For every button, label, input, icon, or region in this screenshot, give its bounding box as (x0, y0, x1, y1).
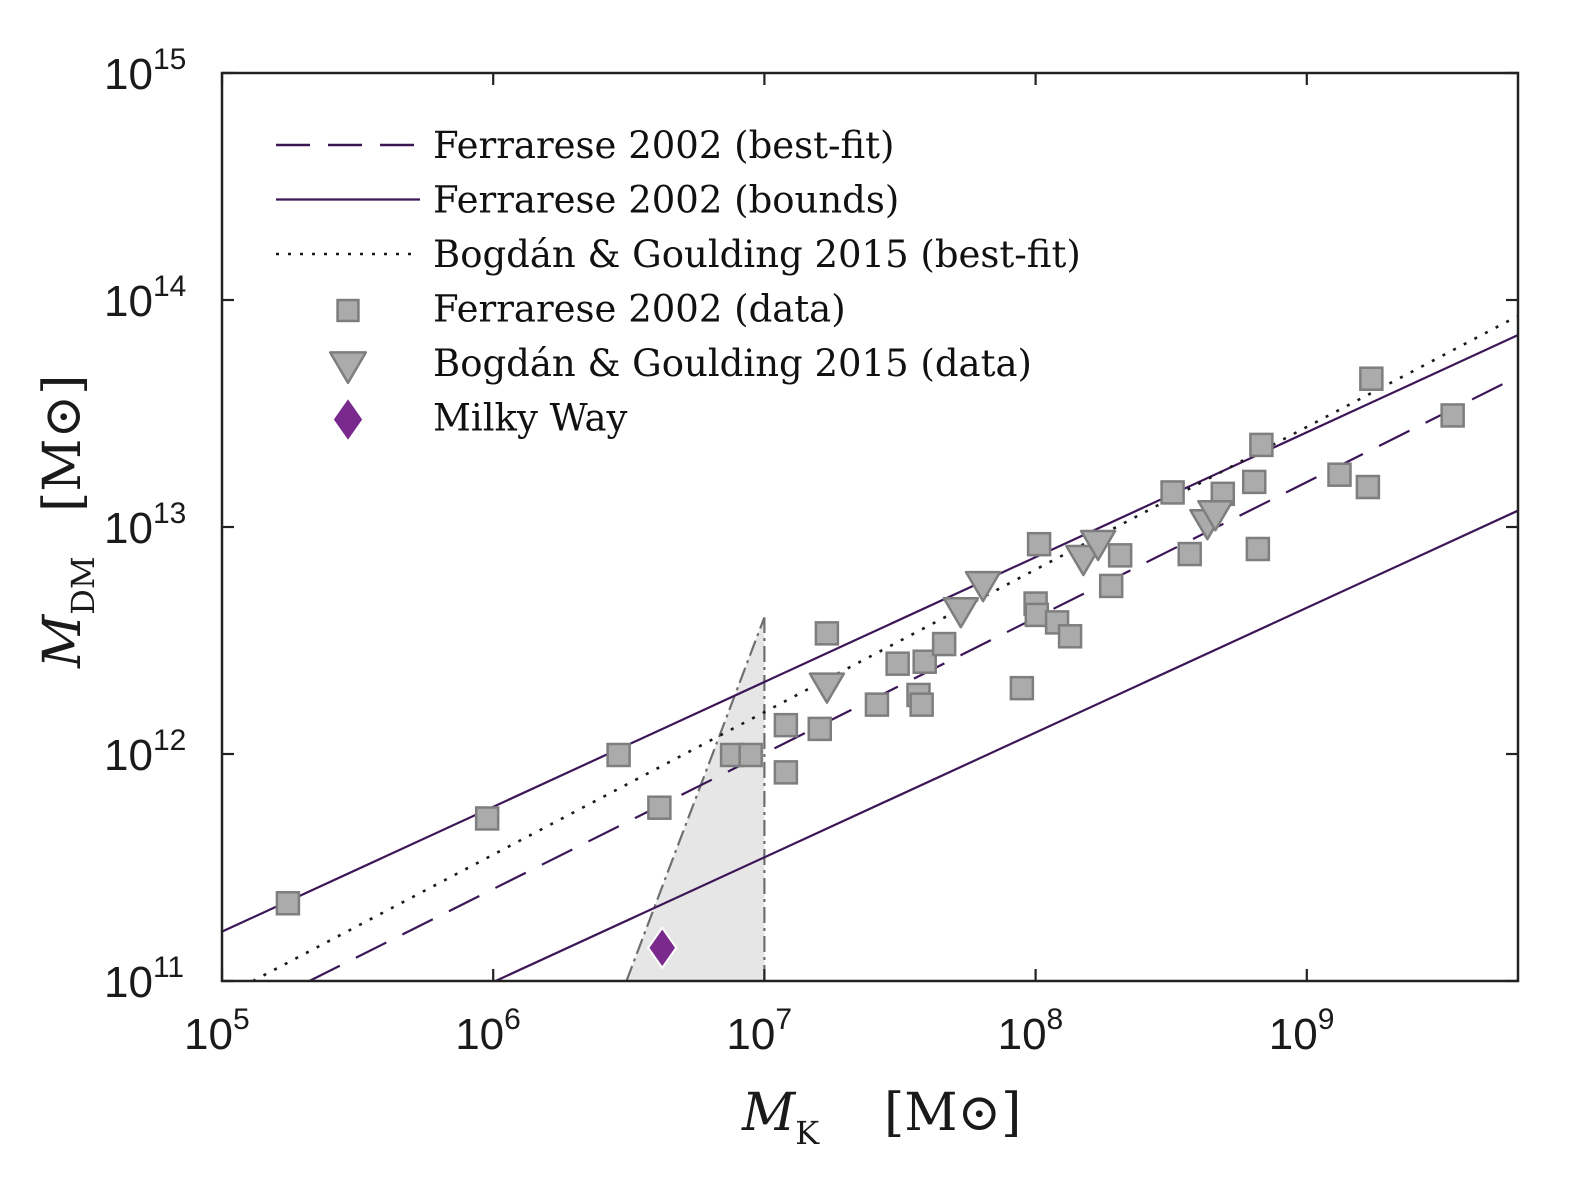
y-tick-label-1: 1012 (104, 724, 186, 780)
x-axis-title: MK (741, 1083, 820, 1152)
ferrarese-2002-data-point-5 (738, 742, 763, 768)
y-tick-label-exponent: 11 (153, 951, 184, 984)
y-tick-label-2: 1013 (104, 497, 186, 553)
ferrarese-2002-data-point-25 (1177, 541, 1202, 567)
y-axis-subscript: DM (64, 556, 102, 614)
y-axis-unit: [M⊙] (33, 375, 93, 512)
y-tick-label-4: 1015 (104, 43, 186, 99)
y-tick-label-base: 10 (104, 504, 153, 553)
ferrarese-2002-data-point-1 (474, 806, 500, 831)
ferrarese-2002-data-point-6 (773, 712, 799, 738)
data-markers-layer (275, 366, 1465, 970)
ferrarese-2002-data-point-2 (606, 742, 631, 768)
ferrarese-2002-data-point-13 (909, 692, 934, 717)
bogd-n-goulding-2015-data-point-4 (1079, 529, 1117, 562)
ferrarese-2002-data-point-33 (1440, 403, 1465, 428)
y-tick-label-exponent: 13 (153, 497, 186, 530)
ferrarese-2002-data-point-19 (1026, 531, 1052, 557)
ferrarese-2002-data-point-9 (814, 621, 840, 646)
ferrarese-2002-data-point-29 (1249, 432, 1274, 458)
fit-line-dotted-3 (252, 314, 1518, 981)
legend-label-0: Ferrarese 2002 (best-fit) (433, 124, 895, 167)
y-axis-title: MDM (33, 556, 102, 669)
bogd-n-goulding-2015-data-point-6 (1197, 499, 1234, 532)
legend-label-1: Ferrarese 2002 (bounds) (433, 179, 899, 222)
ferrarese-2002-data-point-0 (275, 891, 301, 916)
fit-line-solid-2 (495, 509, 1518, 981)
x-tick-label-exponent: 5 (233, 1003, 250, 1036)
x-tick-label-base: 10 (455, 1010, 504, 1059)
x-tick-label-base: 10 (1269, 1010, 1318, 1059)
ferrarese-2002-data-point-28 (1245, 536, 1271, 562)
legend-label-4: Bogdán & Goulding 2015 (data) (433, 342, 1032, 385)
x-tick-label-2: 107 (726, 1003, 792, 1059)
x-tick-label-4: 109 (1269, 1003, 1335, 1059)
ferrarese-2002-data-point-3 (647, 795, 672, 820)
x-tick-label-exponent: 6 (504, 1003, 521, 1036)
ferrarese-2002-data-point-21 (1057, 624, 1083, 649)
legend-swatch-diamond (331, 395, 365, 444)
y-tick-label-base: 10 (104, 958, 153, 1007)
y-tick-label-exponent: 14 (153, 270, 186, 303)
y-tick-label-exponent: 15 (153, 43, 186, 76)
x-tick-label-exponent: 9 (1318, 1003, 1335, 1036)
x-tick-label-exponent: 8 (1047, 1003, 1064, 1036)
y-tick-label-3: 1014 (104, 270, 186, 326)
y-tick-label-base: 10 (104, 731, 153, 780)
ferrarese-2002-data-point-27 (1241, 469, 1267, 495)
ferrarese-2002-data-point-31 (1355, 474, 1381, 500)
bogd-n-goulding-2015-data-point-3 (1065, 544, 1102, 577)
legend-swatch-triangle (328, 351, 368, 385)
x-axis-subscript: K (795, 1114, 820, 1152)
legend-label-2: Bogdán & Goulding 2015 (best-fit) (433, 233, 1081, 276)
ferrarese-2002-data-point-11 (885, 651, 910, 676)
x-axis-symbol: M (741, 1083, 797, 1143)
ferrarese-2002-data-point-14 (912, 649, 937, 674)
ferrarese-2002-data-point-24 (1160, 480, 1185, 505)
ferrarese-2002-data-point-10 (864, 692, 890, 717)
ferrarese-2002-data-point-30 (1327, 462, 1352, 487)
x-tick-label-base: 10 (998, 1010, 1047, 1059)
x-tick-label-3: 108 (998, 1003, 1064, 1059)
bogd-n-goulding-2015-data-point-2 (964, 570, 1002, 603)
bogd-n-goulding-2015-data-point-0 (808, 672, 846, 704)
plot-content (222, 314, 1518, 981)
ferrarese-2002-data-point-15 (931, 631, 957, 657)
legend-label-3: Ferrarese 2002 (data) (433, 288, 846, 331)
legend: Ferrarese 2002 (best-fit) Ferrarese 2002 … (276, 124, 1081, 444)
y-axis-symbol: M (33, 613, 93, 669)
x-tick-label-base: 10 (184, 1010, 233, 1059)
legend-label-5: Milky Way (433, 397, 628, 440)
milky-way-point-0 (647, 926, 678, 970)
ferrarese-2002-data-point-22 (1098, 573, 1124, 599)
x-axis-unit: [M⊙] (884, 1083, 1021, 1143)
x-tick-label-1: 106 (455, 1003, 521, 1059)
ferrarese-2002-data-point-23 (1107, 543, 1133, 568)
y-tick-label-exponent: 12 (153, 724, 186, 757)
fit-lines-layer (222, 314, 1518, 981)
x-tick-label-exponent: 7 (775, 1003, 792, 1036)
y-tick-label-0: 1011 (104, 951, 184, 1007)
ferrarese-2002-data-point-18 (1024, 602, 1050, 628)
shaded-region-layer (625, 616, 766, 981)
ferrarese-2002-data-point-8 (807, 716, 833, 742)
bogd-n-goulding-2015-data-point-1 (942, 596, 980, 629)
fit-line-solid-1 (222, 334, 1518, 933)
x-tick-label-base: 10 (726, 1010, 775, 1059)
legend-swatch-square (336, 298, 360, 323)
shaded-region-slant-edge (625, 616, 766, 981)
x-tick-label-0: 105 (184, 1003, 250, 1059)
y-axis-title-group: MDM [M⊙] (33, 375, 102, 669)
y-tick-label-base: 10 (104, 277, 153, 326)
y-tick-label-base: 10 (104, 50, 153, 99)
fit-line-dashed-0 (308, 375, 1518, 981)
ferrarese-2002-data-point-16 (1009, 675, 1035, 701)
ferrarese-2002-data-point-7 (773, 760, 799, 785)
ferrarese-2002-data-point-32 (1359, 366, 1384, 391)
